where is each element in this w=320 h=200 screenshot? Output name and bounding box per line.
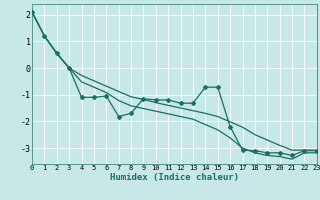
X-axis label: Humidex (Indice chaleur): Humidex (Indice chaleur) <box>110 173 239 182</box>
